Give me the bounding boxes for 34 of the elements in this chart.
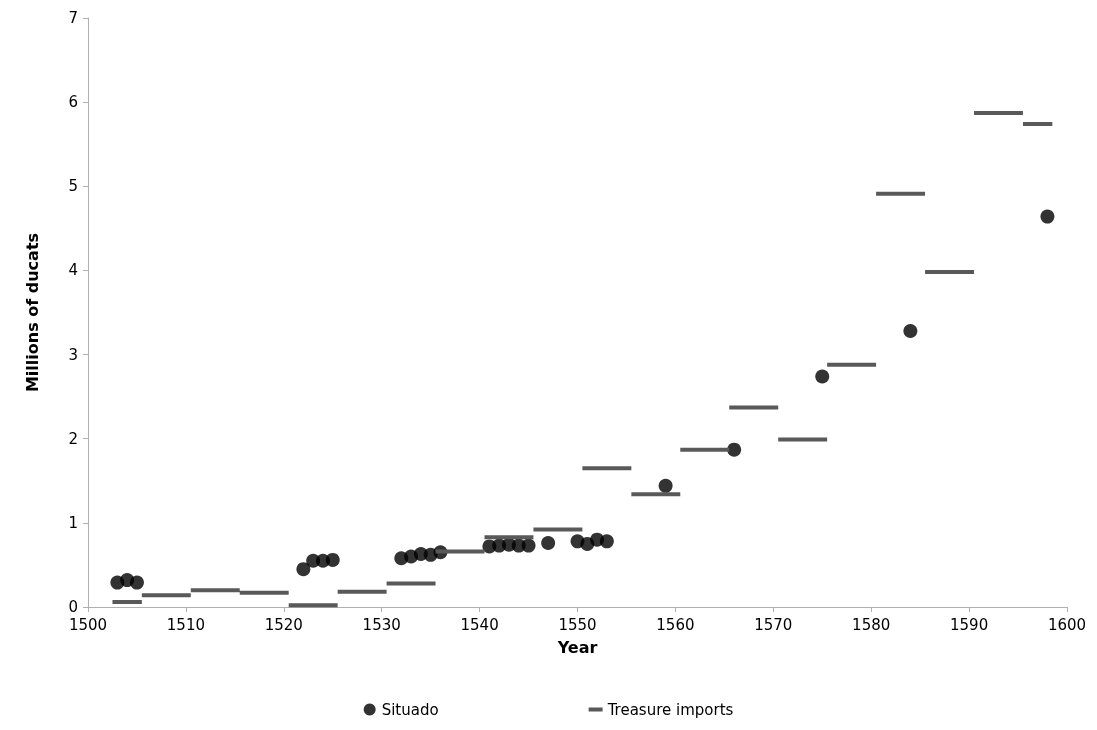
y-tick-label: 2 bbox=[68, 429, 78, 448]
x-tick-label: 1550 bbox=[558, 615, 597, 634]
legend-label: Situado bbox=[381, 700, 439, 719]
y-tick-label: 6 bbox=[68, 93, 78, 112]
x-tick-label: 1500 bbox=[68, 615, 108, 634]
point bbox=[727, 442, 742, 457]
x-tick-label: 1520 bbox=[264, 615, 303, 634]
point bbox=[815, 369, 830, 384]
point bbox=[521, 538, 536, 553]
x-tick-label: 1590 bbox=[950, 615, 989, 634]
legend-label: Treasure imports bbox=[606, 700, 734, 719]
point bbox=[541, 536, 556, 551]
y-axis-title: Millions of ducats bbox=[22, 232, 42, 393]
point bbox=[1040, 209, 1055, 224]
x-axis-title: Year bbox=[556, 637, 598, 657]
point bbox=[903, 324, 918, 339]
x-tick-label: 1570 bbox=[754, 615, 793, 634]
point bbox=[296, 562, 311, 577]
x-tick-label: 1540 bbox=[460, 615, 499, 634]
x-tick-label: 1560 bbox=[656, 615, 695, 634]
point bbox=[325, 552, 340, 567]
point bbox=[658, 478, 673, 493]
point bbox=[599, 534, 614, 549]
y-tick-label: 1 bbox=[68, 513, 78, 532]
x-tick-label: 1510 bbox=[166, 615, 205, 634]
y-tick-label: 0 bbox=[68, 598, 78, 616]
x-tick-label: 1580 bbox=[852, 615, 891, 634]
x-tick-label: 1530 bbox=[362, 615, 401, 634]
x-tick-label: 1600 bbox=[1047, 615, 1087, 634]
y-tick-label: 4 bbox=[68, 261, 78, 280]
point bbox=[129, 575, 144, 590]
y-tick-label: 7 bbox=[68, 9, 78, 27]
y-tick-label: 3 bbox=[68, 345, 78, 364]
y-tick-label: 5 bbox=[68, 177, 78, 196]
